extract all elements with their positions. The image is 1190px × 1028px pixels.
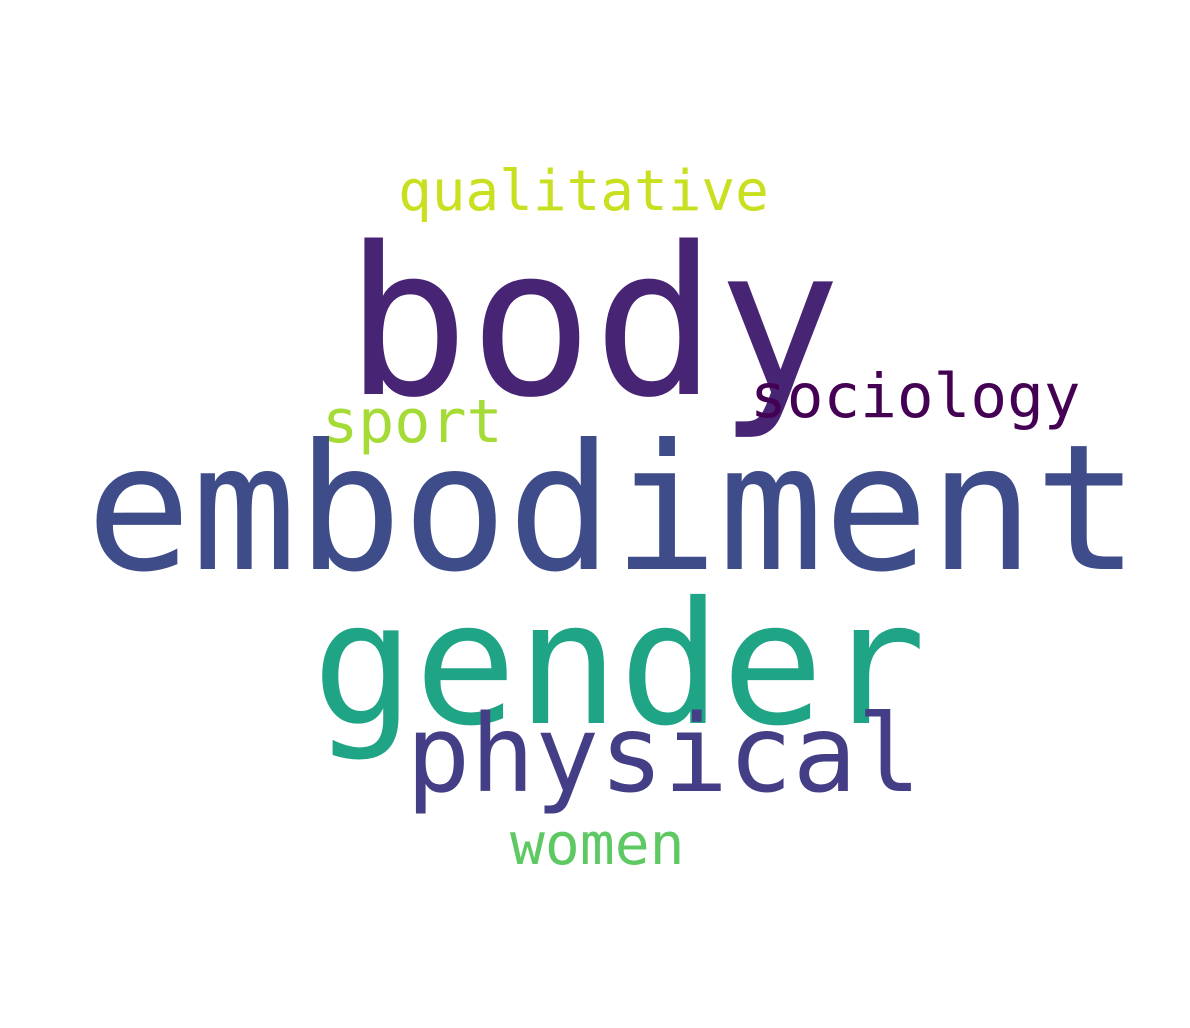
word-women: women — [510, 810, 685, 878]
word-body: body — [345, 203, 842, 443]
word-physical: physical — [406, 693, 922, 817]
word-sport: sport — [322, 387, 503, 457]
word-embodiment: embodiment — [86, 408, 1140, 611]
word-gender: gender — [312, 566, 927, 764]
word-sociology: sociology — [750, 361, 1081, 432]
word-qualitative: qualitative — [398, 159, 769, 224]
